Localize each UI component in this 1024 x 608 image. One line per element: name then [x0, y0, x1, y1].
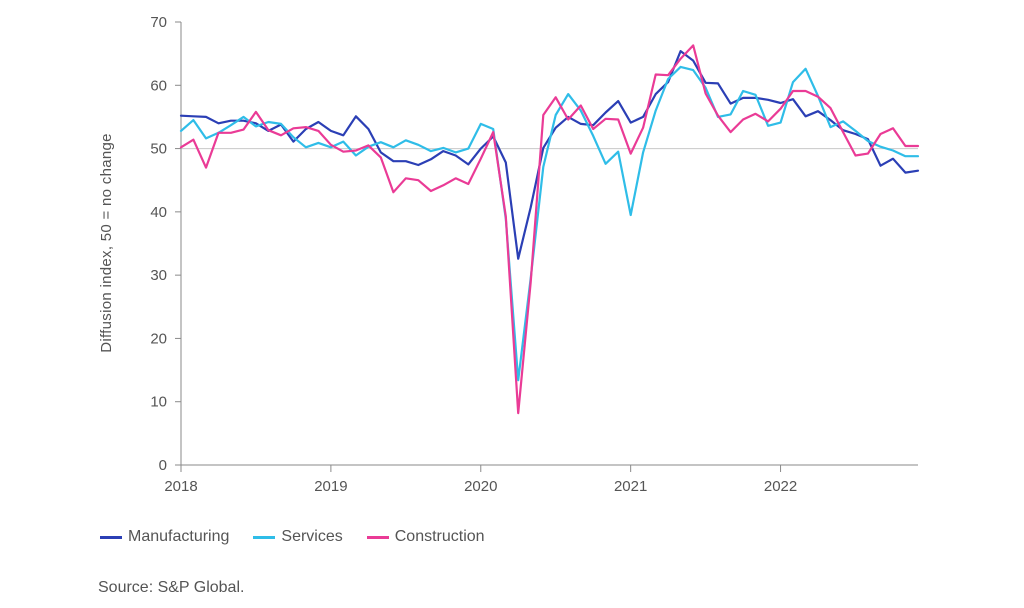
y-axis-title: Diffusion index, 50 = no change — [98, 133, 115, 353]
y-tick-label: 60 — [150, 77, 167, 94]
x-tick-label: 2022 — [764, 478, 797, 495]
x-tick-label: 2021 — [614, 478, 647, 495]
x-tick-label: 2019 — [314, 478, 347, 495]
y-tick-label: 30 — [150, 267, 167, 284]
legend: Manufacturing Services Construction — [100, 528, 485, 546]
series-layer — [179, 44, 920, 415]
legend-item-services: Services — [253, 528, 343, 546]
x-tick-label: 2020 — [464, 478, 497, 495]
series-line-construction — [179, 44, 920, 415]
source-note: Source: S&P Global. — [98, 579, 245, 596]
legend-swatch-manufacturing — [100, 535, 122, 539]
legend-item-manufacturing: Manufacturing — [100, 528, 229, 546]
legend-item-construction: Construction — [366, 528, 485, 546]
y-tick-label: 0 — [159, 457, 167, 474]
y-tick-label: 40 — [150, 204, 167, 221]
y-tick-label: 20 — [150, 330, 167, 347]
axes: 0 10 20 30 40 50 60 70 2018 2019 2020 2021 2022 — [150, 14, 918, 495]
line-chart: 0 10 20 30 40 50 60 70 2018 2019 2020 2021 2022 Diff… — [98, 14, 920, 495]
y-tick-label: 70 — [150, 14, 167, 31]
legend-swatch-services — [253, 535, 276, 539]
legend-label-construction: Construction — [394, 528, 485, 545]
legend-label-manufacturing: Manufacturing — [128, 528, 230, 545]
series-line-manufacturing — [179, 49, 920, 260]
x-tick-label: 2018 — [164, 478, 197, 495]
y-tick-label: 10 — [150, 394, 167, 411]
legend-swatch-construction — [366, 535, 389, 539]
y-tick-label: 50 — [150, 141, 167, 158]
series-line-services — [179, 65, 920, 382]
legend-label-services: Services — [281, 528, 343, 545]
